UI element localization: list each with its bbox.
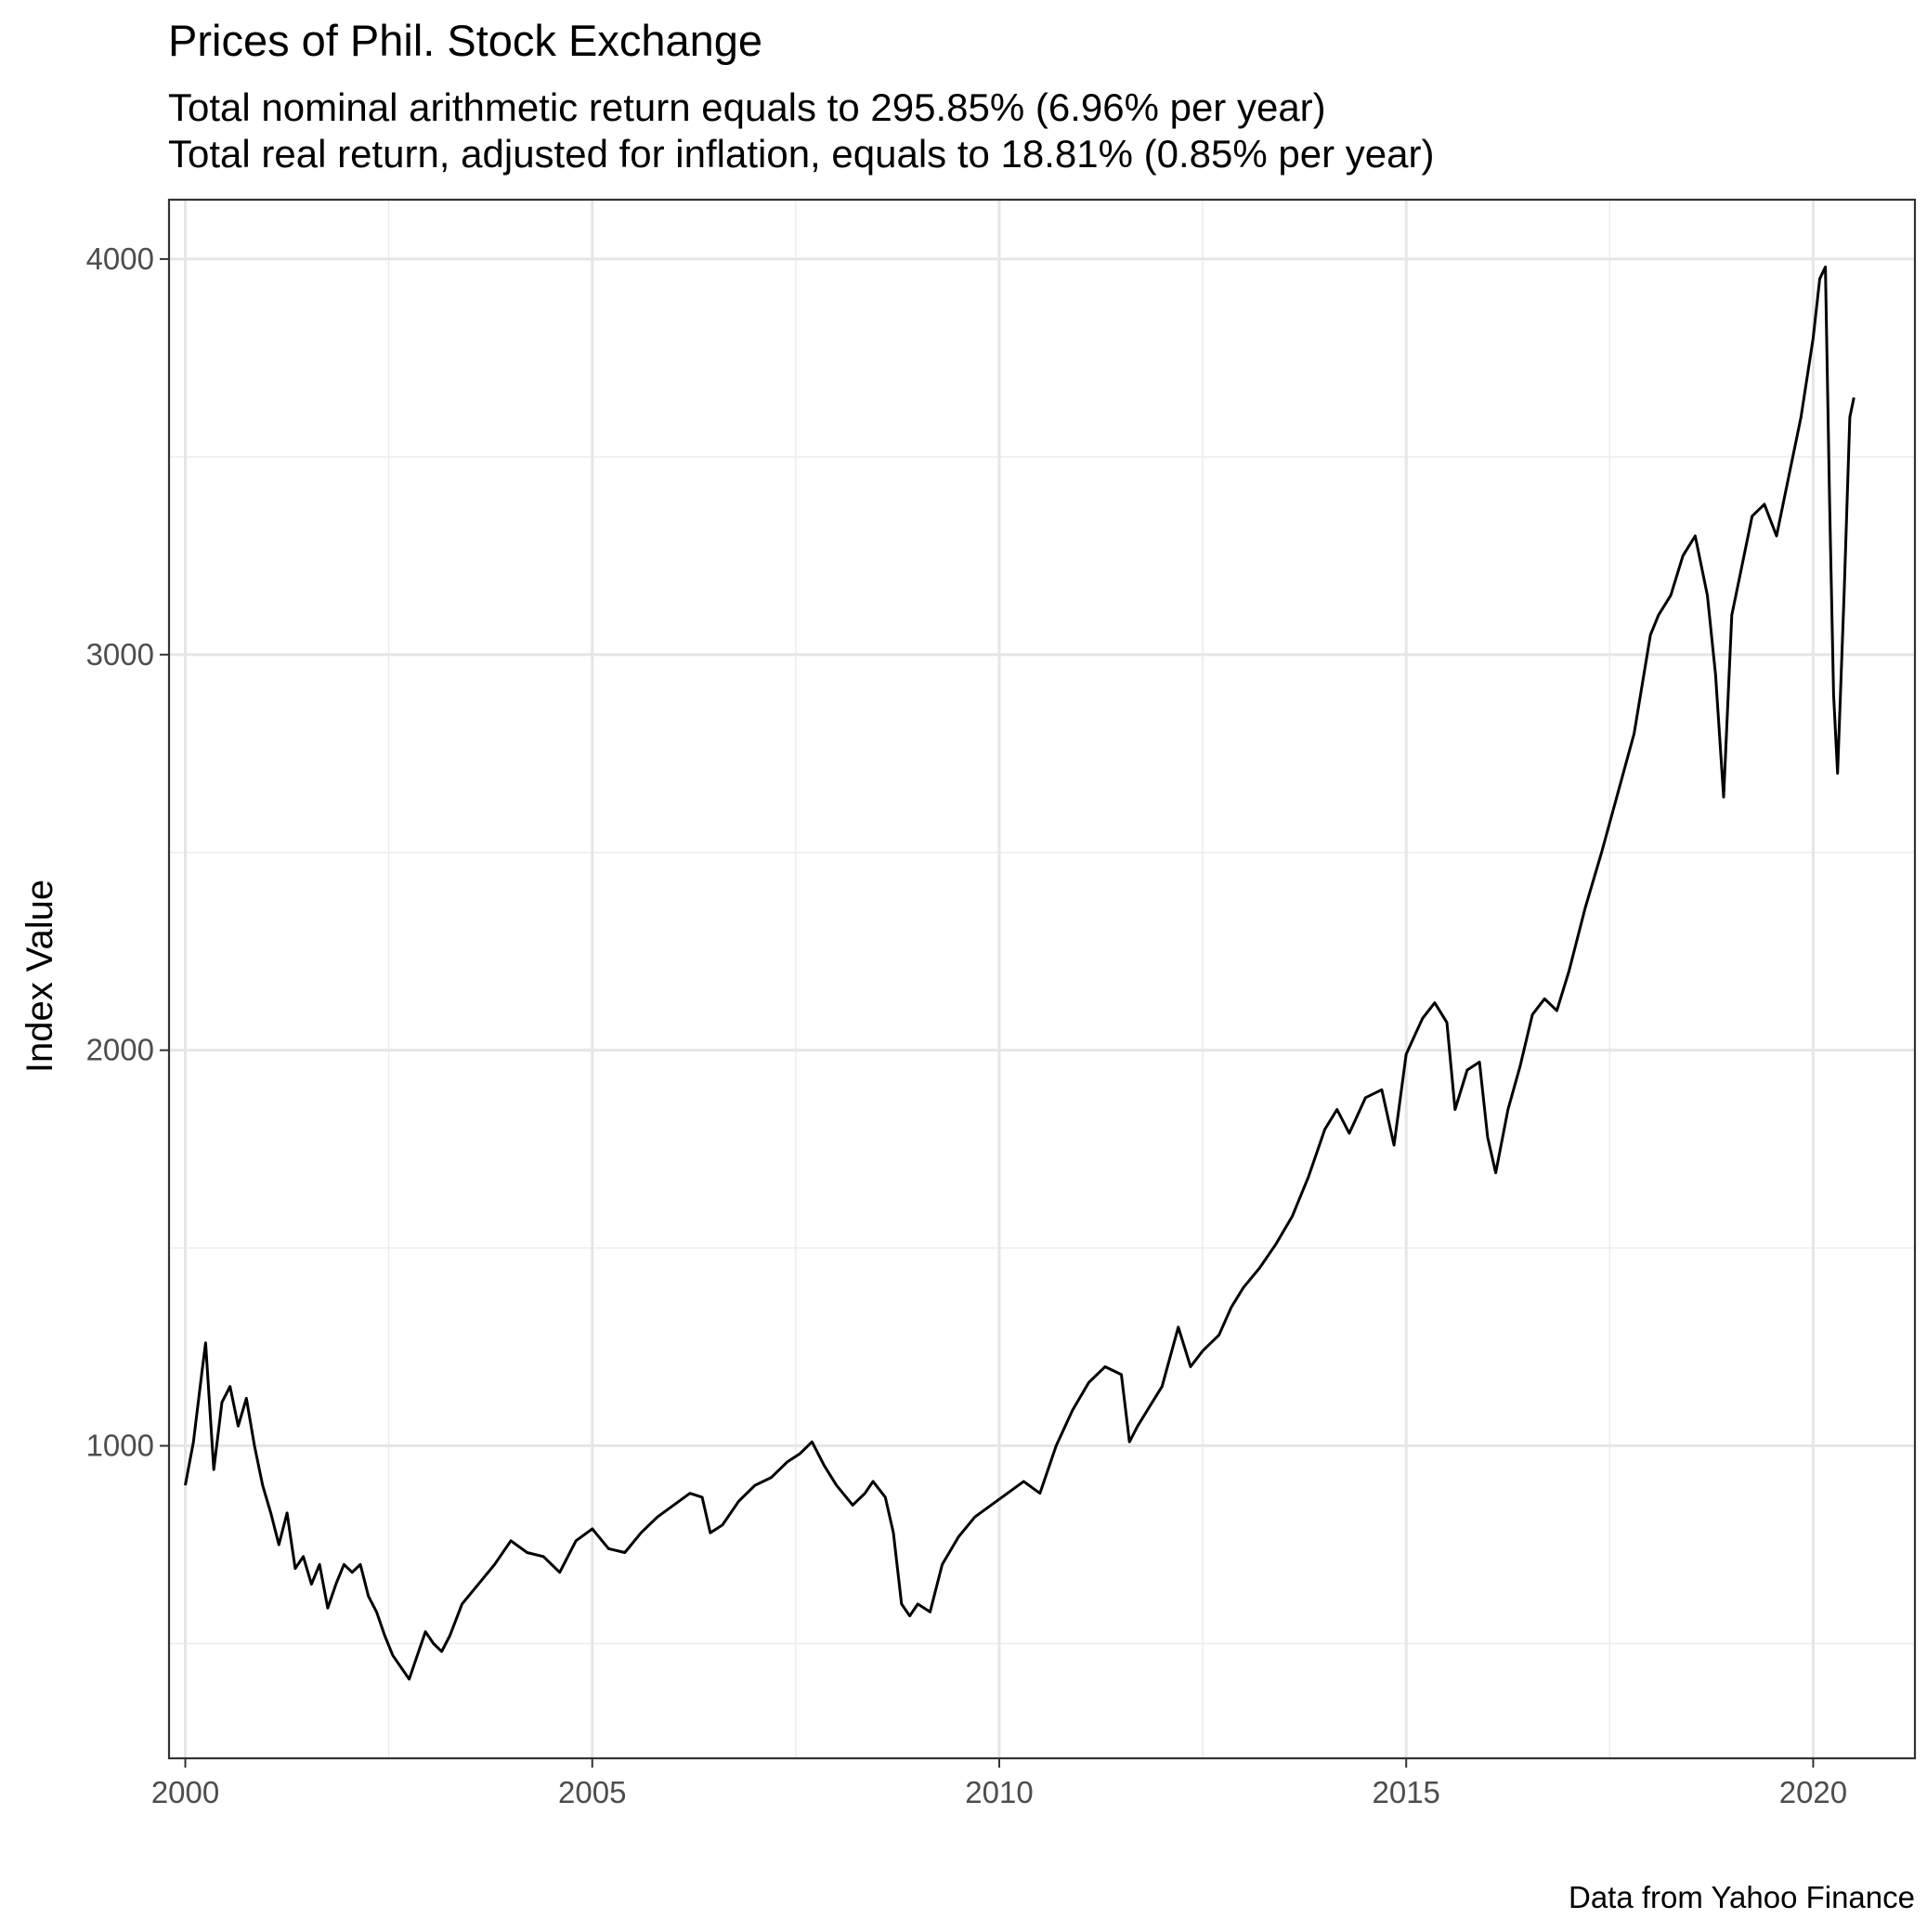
plot-area: 2000 2005 2010 2015 2020 1000 2000 3000 4000 xyxy=(86,198,1917,1809)
x-tick-label: 2015 xyxy=(1373,1775,1440,1809)
x-tick-label: 2005 xyxy=(558,1775,626,1809)
chart-subtitle-line-1: Total nominal arithmetic return equals t… xyxy=(168,85,1326,129)
chart-subtitle-line-2: Total real return, adjusted for inflatio… xyxy=(168,132,1434,176)
chart-title: Prices of Phil. Stock Exchange xyxy=(168,16,762,65)
x-tick-label: 2010 xyxy=(965,1775,1033,1809)
y-tick-label: 4000 xyxy=(86,242,154,276)
y-tick-label: 2000 xyxy=(86,1033,154,1067)
x-tick-label: 2020 xyxy=(1779,1775,1847,1809)
plot-background xyxy=(169,200,1915,1758)
y-axis-label: Index Value xyxy=(20,880,60,1073)
y-tick-label: 1000 xyxy=(86,1429,154,1463)
y-tick-label: 3000 xyxy=(86,637,154,672)
series-line-0 xyxy=(184,265,1855,1681)
plot-border xyxy=(167,198,1917,1760)
chart-caption: Data from Yahoo Finance xyxy=(1569,1880,1915,1914)
x-tick-label: 2000 xyxy=(151,1775,219,1809)
